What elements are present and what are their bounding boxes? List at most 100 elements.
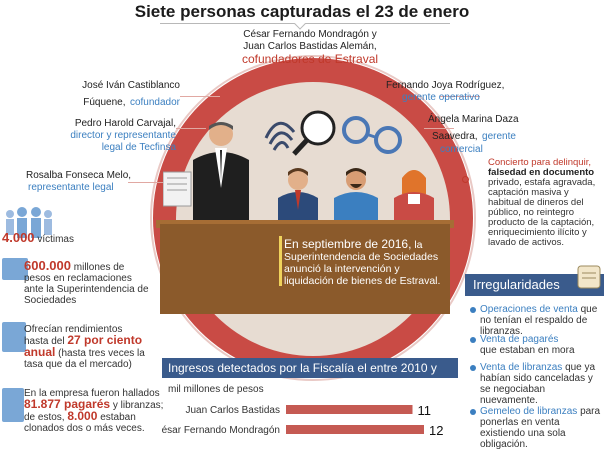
irregularity-text: ponerlas en venta existiendo una sola ob… <box>480 417 566 450</box>
bullet-icon <box>470 307 476 313</box>
charges-rest: privado, estafa agravada, captación masi… <box>488 177 596 248</box>
stat-label: tasa que da el mercado) <box>24 359 132 370</box>
charges-line: falsedad en documento <box>488 167 595 178</box>
fingerprint-icon <box>264 121 296 151</box>
seated-person-icon <box>278 168 318 228</box>
person-joya: Fernando Joya Rodríguez, gerente operati… <box>386 80 506 104</box>
person-name: Ángela Marina Daza <box>428 114 519 125</box>
irregularity-text: que ya <box>565 362 596 373</box>
person-name: Pedro Harold Carvajal, <box>74 118 176 129</box>
desk-note-text: En septiembre de 2016, la Superintendenc… <box>268 232 448 287</box>
stat-label: y libranzas; <box>112 400 164 411</box>
income-bar <box>286 405 413 414</box>
stat-label: estaban <box>100 412 136 423</box>
desk-note: En septiembre de 2016, la Superintendenc… <box>268 232 448 302</box>
stat-number: 4.000 <box>2 230 35 245</box>
stat-returns: Ofrecían rendimientos hasta del 27 por c… <box>24 324 164 370</box>
handcuffs-icon <box>342 116 402 154</box>
desk-note-rest: la Superintendencia de Sociedades anunci… <box>284 239 441 287</box>
person-role: comercial <box>440 144 483 155</box>
person-role: representante legal <box>28 182 114 193</box>
person-name: Fernando Joya Rodríguez, <box>386 80 505 91</box>
irregularity-key: Gemeleo de libranzas <box>480 406 578 417</box>
desk-note-highlight: En septiembre de 2016, <box>284 237 412 251</box>
person-name: Juan Carlos Bastidas Alemán, <box>243 41 377 52</box>
bar-category-label: César Fernando Mondragón <box>162 425 280 436</box>
bullet-marker <box>462 176 469 183</box>
person-role: gerente <box>482 131 516 142</box>
stat-label: clonados dos o más veces. <box>24 423 145 434</box>
irregularity-key: Venta de pagarés <box>480 334 559 345</box>
irregularity-item: Operaciones de venta que no tenían el re… <box>470 304 604 337</box>
bullet-icon <box>470 409 476 415</box>
connector-line <box>424 128 454 129</box>
person-castiblanco: José Iván Castiblanco Fúquene, cofundado… <box>80 80 180 110</box>
person-name: Saavedra, <box>432 131 478 142</box>
income-bar <box>286 425 424 434</box>
scroll-icon <box>577 265 601 289</box>
income-chart-title: Ingresos detectados por la Fiscalía el e… <box>162 358 458 395</box>
evidence-illustration <box>264 110 402 156</box>
stat-label: hasta del <box>24 336 65 347</box>
stat-number: 81.877 pagarés <box>24 397 111 411</box>
irregularity-text: habían sido canceladas y se negociaban n… <box>480 373 593 406</box>
stat-number: 27 por ciento <box>67 333 143 347</box>
bar-value-label: 11 <box>418 403 432 418</box>
connector-line <box>180 96 220 97</box>
seated-person-icon <box>394 170 434 228</box>
stat-label: víctimas <box>37 234 74 245</box>
desk <box>160 224 450 314</box>
money-icon <box>2 258 28 280</box>
person-name: Fúquene, <box>83 97 126 108</box>
stat-victims: 4.000 víctimas <box>2 230 142 245</box>
percent-icon <box>2 322 26 352</box>
person-name: César Fernando Mondragón y <box>243 29 377 40</box>
irregularity-text: que estaban en mora <box>480 345 575 356</box>
irregularities-title: Irregularidades <box>473 277 560 292</box>
person-fonseca: Rosalba Fonseca Melo, representante lega… <box>26 170 136 194</box>
person-name: José Iván Castiblanco <box>82 80 180 91</box>
person-daza: Ángela Marina Daza Saavedra, gerente com… <box>428 114 528 156</box>
connector-line <box>440 96 480 97</box>
document-stack-icon <box>2 388 24 422</box>
irregularity-item: Venta de pagarés que estaban en mora <box>470 334 604 362</box>
desk-accent <box>279 236 282 286</box>
bar-category-label: Juan Carlos Bastidas <box>186 405 281 416</box>
irregularity-text: tenían el respaldo de libranzas. <box>480 315 588 337</box>
bar-value-label: 12 <box>429 423 443 438</box>
person-role: legal de Tecfinsa <box>101 142 176 153</box>
page-title: Siete personas capturadas el 23 de enero <box>134 2 470 21</box>
person-role: director y representante <box>70 130 176 141</box>
stat-number: 600.000 <box>24 258 71 273</box>
stat-label: (hasta tres veces la <box>58 348 145 359</box>
person-role: cofundador <box>129 97 180 108</box>
seated-figures-illustration <box>278 168 434 228</box>
income-chart-unit: mil millones de pesos <box>168 384 264 395</box>
people-group-icon <box>6 207 52 238</box>
irregularity-text: que no <box>480 304 598 326</box>
irregularity-text: para <box>580 406 601 417</box>
person-role: cofundadores de Estraval <box>241 52 379 66</box>
income-bar-chart: Juan Carlos Bastidas 11 César Fernando Mon… <box>162 403 443 438</box>
stat-highlight: anual <box>24 345 56 359</box>
irregularity-item: Gemeleo de libranzas para ponerlas en ve… <box>470 406 604 450</box>
bullet-icon <box>470 365 476 371</box>
stat-claims: 600.000 millones de pesos en reclamacion… <box>24 258 164 306</box>
stat-label: pesos en reclamaciones <box>24 273 132 284</box>
stat-number: 8.000 <box>67 409 98 423</box>
outer-ring <box>150 55 476 381</box>
stat-label: millones de <box>73 262 125 273</box>
stat-label: Ofrecían rendimientos <box>24 324 123 335</box>
stat-label: En la empresa fueron hallados <box>24 388 160 399</box>
person-name: Rosalba Fonseca Melo, <box>26 170 132 181</box>
irregularity-key: Venta de libranzas <box>480 362 563 373</box>
irregularity-key: Operaciones de venta <box>480 304 578 315</box>
stat-label: ante la Superintendencia de <box>24 284 149 295</box>
connector-line <box>128 182 168 183</box>
person-role: gerente operativo <box>402 92 480 103</box>
stat-label: de estos, <box>24 412 65 423</box>
stat-promissory: En la empresa fueron hallados 81.877 pag… <box>24 388 164 434</box>
person-cofounders: César Fernando Mondragón y Juan Carlos B… <box>215 29 405 65</box>
irregularities-list: Operaciones de venta que no tenían el re… <box>470 304 604 450</box>
document-icon <box>163 171 192 207</box>
